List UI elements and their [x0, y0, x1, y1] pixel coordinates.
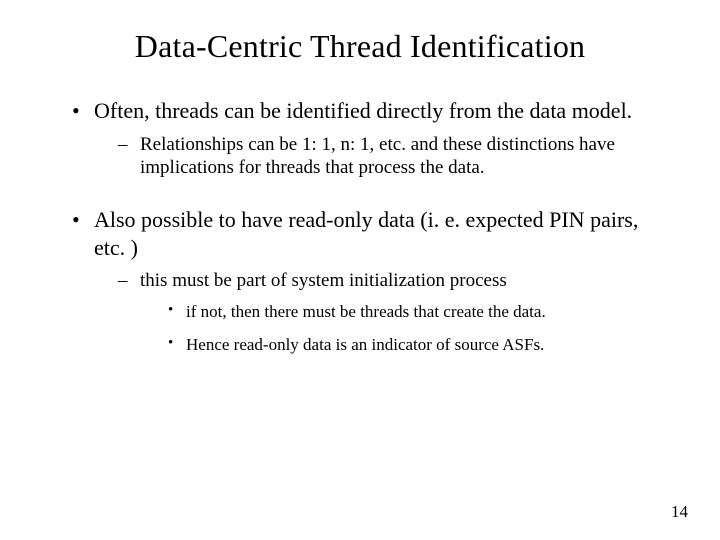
slide: Data-Centric Thread Identification Often… — [0, 0, 720, 540]
list-item: this must be part of system initializati… — [118, 269, 652, 355]
bullet-text: if not, then there must be threads that … — [186, 302, 546, 321]
bullet-list-level2: this must be part of system initializati… — [94, 269, 652, 355]
list-item: Hence read-only data is an indicator of … — [168, 334, 652, 355]
slide-title: Data-Centric Thread Identification — [48, 28, 672, 65]
bullet-text: Relationships can be 1: 1, n: 1, etc. an… — [140, 134, 615, 179]
list-item: if not, then there must be threads that … — [168, 301, 652, 322]
bullet-list-level3: if not, then there must be threads that … — [140, 301, 652, 356]
bullet-list-level1: Often, threads can be identified directl… — [48, 97, 672, 355]
list-item: Also possible to have read-only data (i.… — [68, 206, 652, 355]
bullet-text: this must be part of system initializati… — [140, 270, 507, 291]
bullet-text: Hence read-only data is an indicator of … — [186, 335, 544, 354]
bullet-list-level2: Relationships can be 1: 1, n: 1, etc. an… — [94, 133, 652, 181]
bullet-text: Often, threads can be identified directl… — [94, 98, 632, 123]
list-item: Often, threads can be identified directl… — [68, 97, 652, 180]
page-number: 14 — [671, 502, 688, 522]
list-item: Relationships can be 1: 1, n: 1, etc. an… — [118, 133, 652, 181]
bullet-text: Also possible to have read-only data (i.… — [94, 207, 638, 260]
